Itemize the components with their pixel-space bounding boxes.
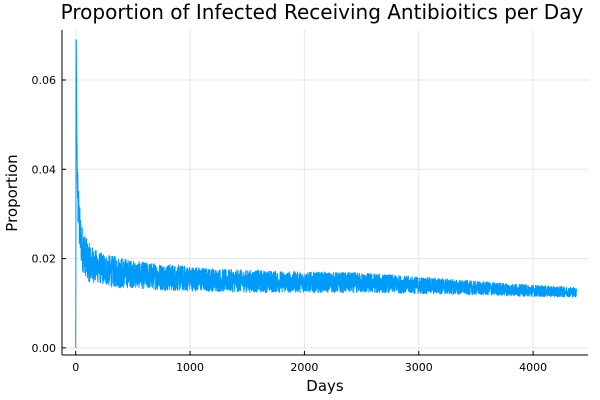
x-axis-label: Days — [306, 377, 344, 395]
y-tick-label: 0.00 — [32, 342, 57, 355]
axes — [61, 30, 588, 356]
y-axis-label: Proportion — [3, 154, 21, 231]
chart-title: Proportion of Infected Receiving Antibio… — [61, 0, 584, 24]
series-line — [75, 39, 577, 348]
y-tick-label: 0.04 — [32, 163, 57, 176]
x-tick-label: 4000 — [519, 361, 547, 374]
series — [75, 39, 577, 348]
y-tick-label: 0.02 — [32, 253, 57, 266]
y-tick-label: 0.06 — [32, 74, 57, 87]
grid — [62, 30, 588, 355]
x-tick-label: 0 — [72, 361, 79, 374]
x-tick-label: 3000 — [405, 361, 433, 374]
x-tick-label: 2000 — [290, 361, 318, 374]
x-tick-label: 1000 — [176, 361, 204, 374]
ticks: 0 1000 2000 3000 4000 0.00 0.02 0.04 0.06 — [32, 74, 548, 374]
